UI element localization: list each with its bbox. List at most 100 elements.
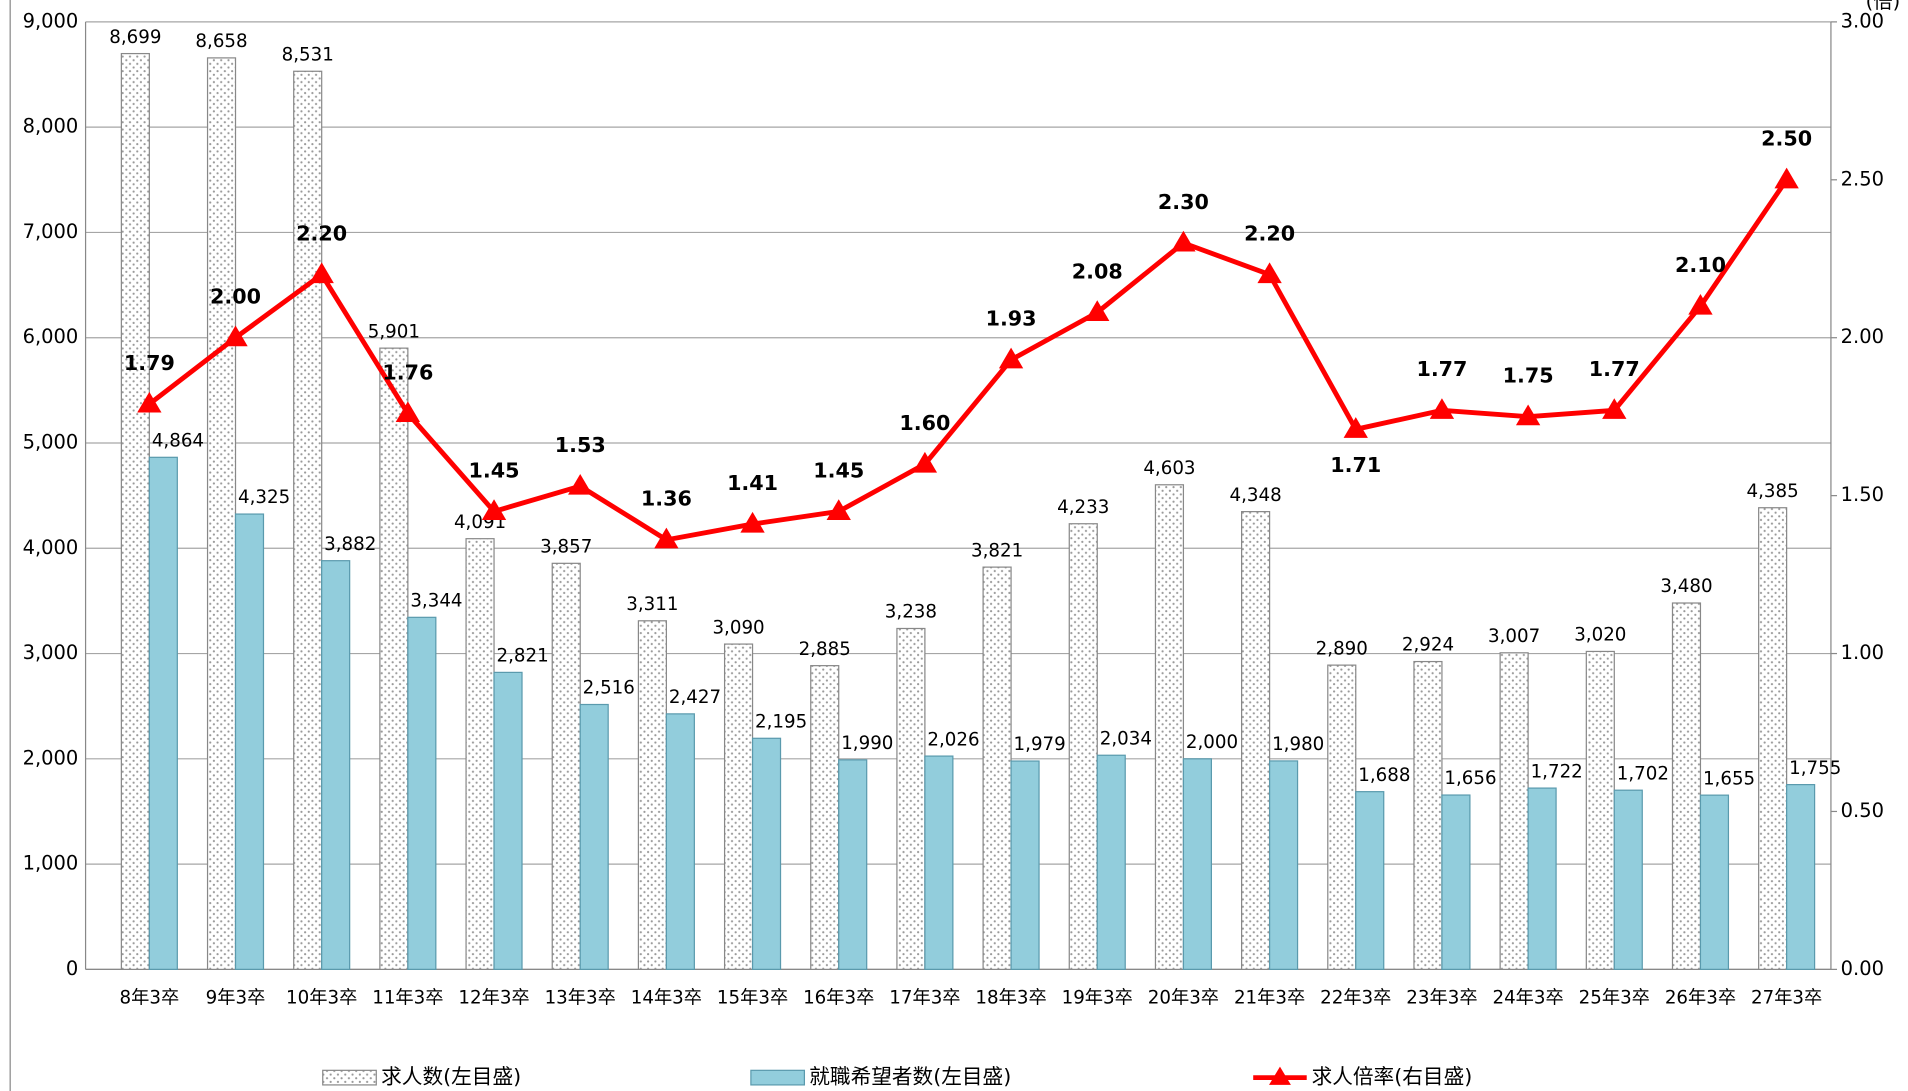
data-label: 2,427 bbox=[669, 687, 721, 708]
data-label: 2,034 bbox=[1100, 728, 1152, 749]
legend-label: 就職希望者数(左目盛) bbox=[809, 1065, 1011, 1089]
marker bbox=[223, 325, 248, 347]
data-label: 3,821 bbox=[971, 540, 1023, 561]
bar bbox=[896, 627, 926, 970]
x-tick-label: 9年3卒 bbox=[206, 988, 266, 1009]
y2-unit: (倍) bbox=[1866, 0, 1901, 13]
data-label: 3,857 bbox=[540, 537, 592, 558]
x-tick-label: 25年3卒 bbox=[1579, 988, 1650, 1009]
data-label: 2.08 bbox=[1072, 259, 1123, 283]
x-tick-label: 27年3卒 bbox=[1751, 988, 1822, 1009]
data-label: 1.75 bbox=[1503, 364, 1554, 388]
y2-tick-label: 2.00 bbox=[1841, 325, 1884, 348]
data-label: 3,238 bbox=[885, 602, 937, 623]
marker bbox=[740, 511, 765, 533]
bar bbox=[579, 703, 609, 970]
data-label: 1.36 bbox=[641, 487, 692, 511]
bar bbox=[206, 57, 237, 970]
data-label: 1,980 bbox=[1272, 734, 1324, 755]
data-label: 2.50 bbox=[1761, 127, 1812, 151]
x-tick-label: 23年3卒 bbox=[1406, 988, 1477, 1009]
data-label: 1.45 bbox=[813, 458, 864, 482]
y-tick-label: 9,000 bbox=[23, 9, 79, 32]
data-label: 1,655 bbox=[1703, 768, 1755, 789]
data-label: 5,901 bbox=[368, 321, 420, 342]
marker bbox=[1515, 404, 1541, 426]
bar bbox=[838, 759, 868, 970]
y-tick-label: 3,000 bbox=[23, 641, 79, 664]
legend-label: 求人倍率(右目盛) bbox=[1312, 1065, 1473, 1089]
data-label: 1.77 bbox=[1589, 357, 1640, 381]
legend-marker bbox=[1269, 1066, 1291, 1085]
marker bbox=[826, 499, 851, 520]
data-label: 1.76 bbox=[382, 360, 433, 384]
data-label: 2.20 bbox=[296, 221, 347, 245]
data-label: 2,516 bbox=[583, 678, 635, 699]
marker bbox=[568, 473, 593, 495]
data-label: 4,348 bbox=[1230, 485, 1282, 506]
x-tick-label: 24年3卒 bbox=[1492, 988, 1563, 1009]
y2-tick-label: 0.50 bbox=[1841, 799, 1884, 822]
bar bbox=[751, 737, 782, 970]
bar bbox=[1268, 760, 1299, 970]
bar bbox=[665, 713, 695, 970]
bar bbox=[1613, 789, 1643, 970]
x-tick-label: 17年3卒 bbox=[889, 988, 960, 1009]
data-label: 1,688 bbox=[1358, 765, 1410, 786]
data-label: 3,090 bbox=[712, 617, 764, 638]
bar bbox=[982, 566, 1012, 970]
bar bbox=[1068, 523, 1098, 970]
marker bbox=[1688, 293, 1713, 315]
bar bbox=[1758, 507, 1788, 970]
y-tick-label: 5,000 bbox=[23, 430, 79, 453]
data-label: 2,821 bbox=[497, 646, 549, 667]
data-label: 2,924 bbox=[1402, 635, 1454, 656]
bar bbox=[723, 643, 754, 970]
y2-tick-label: 3.00 bbox=[1841, 9, 1884, 32]
bar bbox=[924, 755, 954, 970]
data-label: 4,385 bbox=[1747, 481, 1799, 502]
data-label: 2.10 bbox=[1675, 253, 1726, 277]
data-label: 1,979 bbox=[1014, 734, 1066, 755]
marker bbox=[1171, 230, 1196, 252]
bar bbox=[551, 562, 581, 970]
bar bbox=[1241, 511, 1271, 970]
x-tick-label: 20年3卒 bbox=[1148, 988, 1219, 1009]
legend-label: 求人数(左目盛) bbox=[381, 1065, 521, 1089]
bar bbox=[1327, 664, 1357, 970]
bar bbox=[1699, 794, 1730, 970]
y-tick-label: 8,000 bbox=[23, 115, 79, 138]
data-label: 1,702 bbox=[1617, 763, 1669, 784]
y2-tick-label: 1.50 bbox=[1841, 483, 1884, 506]
marker bbox=[912, 451, 938, 473]
data-label: 3,882 bbox=[324, 534, 376, 555]
marker bbox=[1774, 167, 1799, 189]
bar bbox=[407, 616, 437, 970]
data-label: 4,603 bbox=[1143, 458, 1195, 479]
bar bbox=[1441, 794, 1471, 970]
data-label: 3,480 bbox=[1660, 576, 1712, 597]
data-label: 1.77 bbox=[1416, 357, 1467, 381]
x-tick-label: 14年3卒 bbox=[631, 988, 702, 1009]
bar bbox=[120, 52, 150, 970]
x-tick-label: 16年3卒 bbox=[803, 988, 874, 1009]
x-tick-label: 22年3卒 bbox=[1320, 988, 1391, 1009]
bar bbox=[1499, 652, 1529, 970]
data-label: 2.20 bbox=[1244, 221, 1295, 245]
data-label: 1.41 bbox=[727, 471, 778, 495]
bar bbox=[1096, 754, 1126, 970]
data-label: 1,990 bbox=[841, 733, 893, 754]
data-label: 1.79 bbox=[124, 351, 175, 375]
legend-swatch bbox=[750, 1069, 806, 1086]
bar bbox=[293, 70, 323, 970]
y-tick-label: 4,000 bbox=[23, 536, 79, 559]
data-label: 1.53 bbox=[555, 433, 606, 457]
data-label: 1.71 bbox=[1330, 453, 1381, 477]
x-tick-label: 8年3卒 bbox=[120, 988, 180, 1009]
y-tick-label: 0 bbox=[66, 957, 78, 980]
marker bbox=[309, 262, 334, 284]
y2-tick-label: 2.50 bbox=[1841, 167, 1884, 190]
bar bbox=[810, 665, 840, 970]
x-tick-label: 26年3卒 bbox=[1665, 988, 1736, 1009]
